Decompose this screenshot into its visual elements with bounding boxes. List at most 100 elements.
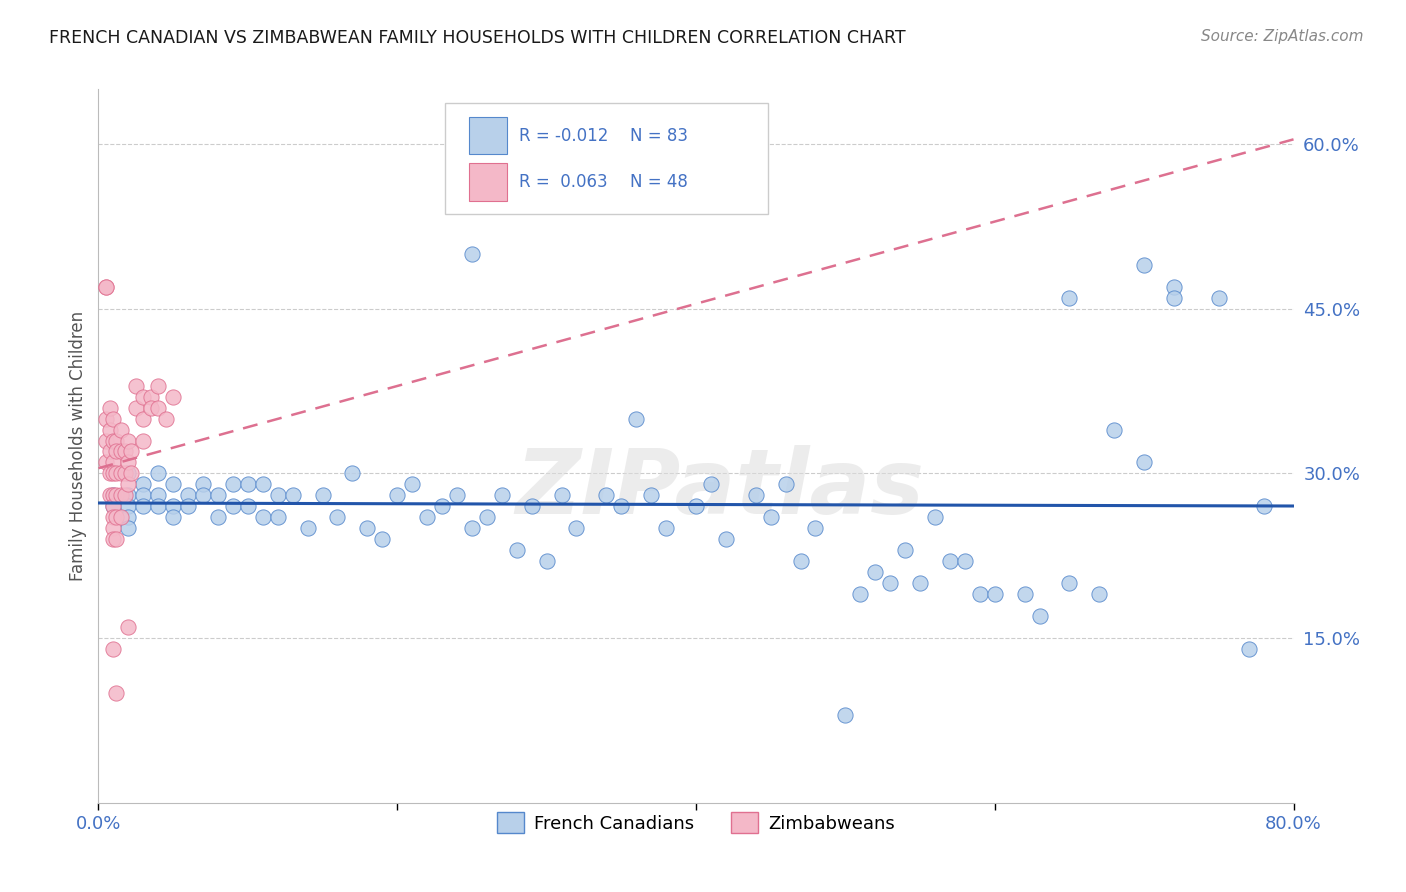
Point <box>745 488 768 502</box>
Point <box>640 488 662 502</box>
Point <box>132 411 155 425</box>
Point <box>236 477 259 491</box>
Point <box>267 488 290 502</box>
Point <box>1088 587 1111 601</box>
Point <box>550 488 572 502</box>
Point <box>105 686 128 700</box>
Point <box>1163 280 1185 294</box>
Point <box>94 280 117 294</box>
Point <box>94 434 117 448</box>
Point <box>155 411 177 425</box>
Point <box>342 467 364 481</box>
Point <box>117 510 139 524</box>
Point <box>98 444 122 458</box>
Point <box>775 477 797 491</box>
Point <box>356 521 378 535</box>
Point <box>297 521 319 535</box>
FancyBboxPatch shape <box>446 103 768 214</box>
Point <box>1059 576 1081 591</box>
Point <box>401 477 423 491</box>
Point <box>103 467 125 481</box>
Point <box>117 455 139 469</box>
Point <box>103 533 125 547</box>
Point <box>222 500 245 514</box>
Point <box>103 510 125 524</box>
Point <box>103 500 125 514</box>
Text: FRENCH CANADIAN VS ZIMBABWEAN FAMILY HOUSEHOLDS WITH CHILDREN CORRELATION CHART: FRENCH CANADIAN VS ZIMBABWEAN FAMILY HOU… <box>49 29 905 46</box>
Point <box>114 444 136 458</box>
Point <box>759 510 782 524</box>
Point <box>110 423 132 437</box>
Point <box>103 434 125 448</box>
Point <box>132 488 155 502</box>
Point <box>117 500 139 514</box>
Point <box>132 500 155 514</box>
Point <box>148 467 170 481</box>
Point <box>908 576 931 591</box>
Point <box>1028 609 1050 624</box>
Point <box>714 533 737 547</box>
Point <box>1014 587 1036 601</box>
Point <box>1133 258 1156 272</box>
Point <box>207 510 229 524</box>
Point <box>162 390 184 404</box>
Point <box>1208 291 1230 305</box>
Point <box>177 488 200 502</box>
Point <box>148 378 170 392</box>
Point <box>103 500 125 514</box>
Point <box>139 390 162 404</box>
Point <box>252 510 274 524</box>
Point <box>311 488 333 502</box>
Point <box>110 444 132 458</box>
Point <box>939 554 962 568</box>
Point <box>98 467 122 481</box>
Point <box>94 411 117 425</box>
Point <box>148 500 170 514</box>
Point <box>103 642 125 657</box>
Point <box>105 467 128 481</box>
Point <box>105 444 128 458</box>
Point <box>125 401 148 415</box>
Point <box>626 411 648 425</box>
Point <box>110 510 132 524</box>
Point <box>148 488 170 502</box>
Point <box>789 554 811 568</box>
Point <box>849 587 872 601</box>
Point <box>491 488 513 502</box>
Point <box>139 401 162 415</box>
Point <box>969 587 991 601</box>
Point <box>385 488 409 502</box>
Point <box>110 467 132 481</box>
Point <box>105 434 128 448</box>
Point <box>924 510 946 524</box>
Legend: French Canadians, Zimbabweans: French Canadians, Zimbabweans <box>489 805 903 840</box>
Point <box>834 708 856 723</box>
FancyBboxPatch shape <box>470 117 508 154</box>
Point <box>865 566 887 580</box>
Point <box>94 455 117 469</box>
Point <box>252 477 274 491</box>
Point <box>125 378 148 392</box>
Text: R =  0.063: R = 0.063 <box>519 173 607 191</box>
Point <box>132 477 155 491</box>
Point <box>103 411 125 425</box>
Point <box>610 500 633 514</box>
Point <box>120 444 142 458</box>
Text: Source: ZipAtlas.com: Source: ZipAtlas.com <box>1201 29 1364 44</box>
Point <box>117 467 139 481</box>
Point <box>162 500 184 514</box>
Point <box>565 521 588 535</box>
Point <box>191 488 214 502</box>
Point <box>117 521 139 535</box>
Point <box>98 401 122 415</box>
Point <box>98 488 122 502</box>
Point <box>114 467 136 481</box>
Point <box>685 500 707 514</box>
Point <box>894 543 917 558</box>
Point <box>984 587 1007 601</box>
Point <box>105 510 128 524</box>
Point <box>536 554 558 568</box>
Point <box>1163 291 1185 305</box>
Point <box>1104 423 1126 437</box>
Point <box>114 488 136 502</box>
